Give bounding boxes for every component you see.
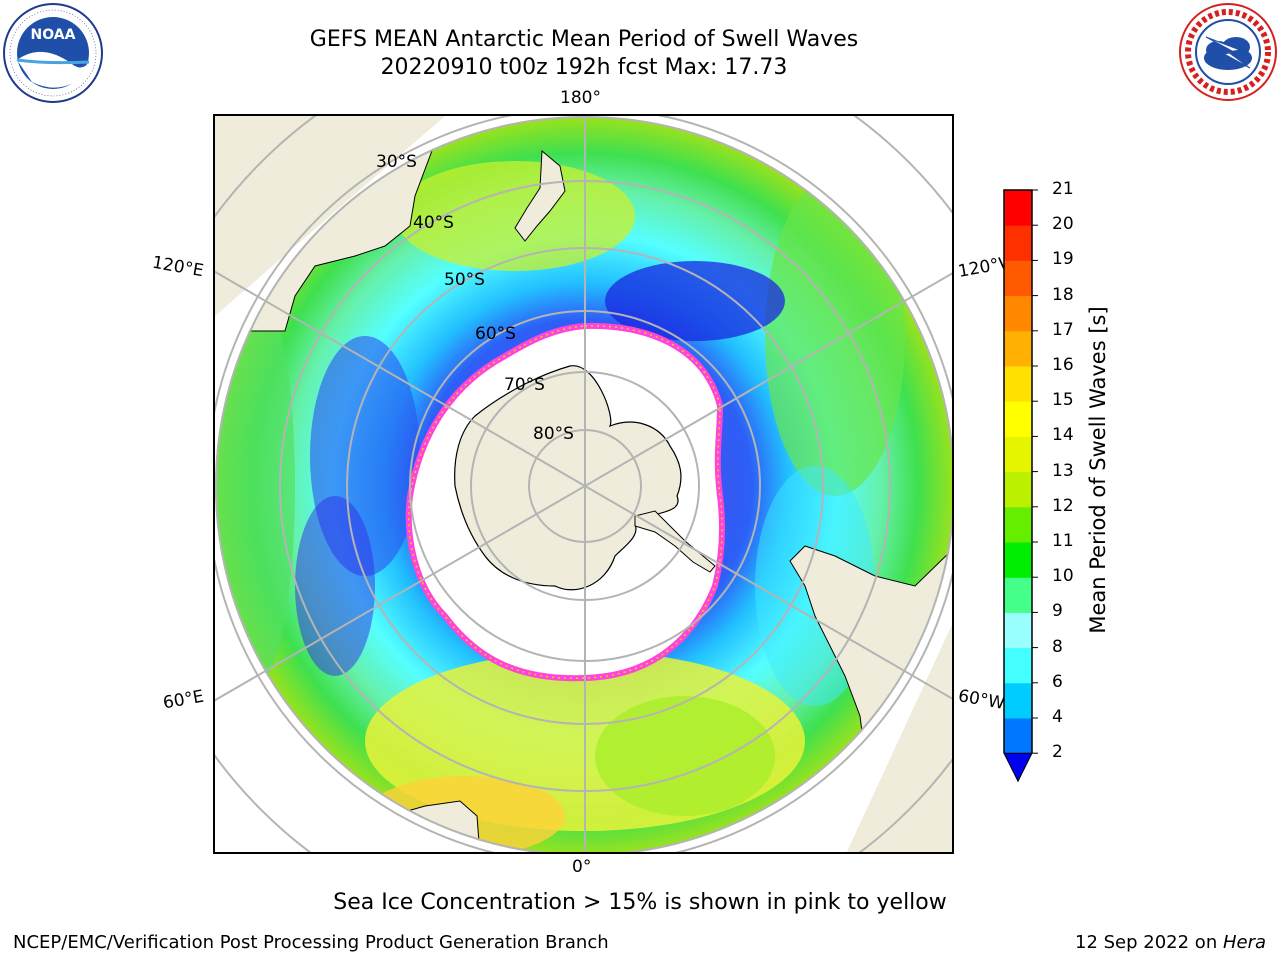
polar-map [213, 114, 954, 854]
colorbar-tick-label: 4 [1052, 707, 1063, 727]
date-text: 12 Sep 2022 on Hera [1075, 932, 1266, 953]
colorbar-segment [1004, 366, 1032, 402]
lat-label-40s: 40°S [413, 213, 454, 233]
lon-label-180: 180° [560, 88, 601, 108]
lat-label-60s: 60°S [475, 324, 516, 344]
colorbar-tick-label: 15 [1052, 390, 1074, 411]
swell-patch-tasman [395, 161, 635, 271]
colorbar-segment [1004, 506, 1032, 543]
colorbar-segment [1004, 401, 1032, 437]
short-period-pacific [605, 261, 785, 341]
colorbar-tick-label: 17 [1052, 319, 1074, 340]
colorbar-tick-label: 16 [1052, 355, 1074, 375]
antarctica-landmass [454, 365, 682, 591]
chart-subtitle: 20220910 t00z 192h fcst Max: 17.73 [380, 55, 788, 80]
nws-logo-icon [1179, 3, 1277, 101]
host-name: Hera [1222, 932, 1266, 953]
lat-label-50s: 50°S [444, 270, 485, 290]
new-zealand-landmass [514, 149, 566, 242]
colorbar-segment [1004, 260, 1032, 297]
colorbar [1003, 189, 1038, 783]
colorbar-label: Mean Period of Swell Waves [s] [1086, 306, 1110, 634]
colorbar-under-extension [1003, 752, 1033, 783]
colorbar-tick-label: 10 [1052, 566, 1074, 587]
colorbar-tick-label: 12 [1052, 495, 1074, 516]
colorbar-tick-label: 19 [1052, 249, 1074, 270]
colorbar-segment [1004, 647, 1032, 684]
colorbar-tick-label: 20 [1052, 214, 1074, 235]
lon-label-120e: 120°E [150, 252, 206, 282]
lat-label-80s: 80°S [533, 424, 574, 444]
colorbar-tick-label: 9 [1052, 601, 1063, 622]
credit-text: NCEP/EMC/Verification Post Processing Pr… [13, 932, 609, 953]
colorbar-tick-label: 8 [1052, 636, 1063, 657]
colorbar-segment [1004, 577, 1032, 613]
colorbar-segment [1004, 330, 1032, 367]
colorbar-segment [1004, 295, 1032, 332]
colorbar-segment [1004, 471, 1032, 508]
colorbar-segment [1004, 718, 1032, 754]
noaa-logo-text: NOAA [31, 27, 76, 43]
sea-ice-note: Sea Ice Concentration > 15% is shown in … [333, 890, 947, 915]
colorbar-tick-label: 2 [1052, 742, 1063, 763]
colorbar-tick-label: 6 [1052, 671, 1063, 692]
noaa-logo-icon: NOAA [3, 3, 103, 103]
colorbar-segment [1004, 612, 1032, 649]
colorbar-segment [1004, 190, 1032, 226]
colorbar-tick-label: 13 [1052, 460, 1074, 481]
date-value: 12 Sep 2022 on [1075, 932, 1223, 953]
colorbar-segment [1004, 682, 1032, 719]
colorbar-segment [1004, 225, 1032, 261]
lon-label-60e: 60°E [161, 686, 206, 714]
colorbar-tick-label: 18 [1052, 284, 1074, 305]
colorbar-segment [1004, 436, 1032, 473]
colorbar-segment [1004, 542, 1032, 578]
colorbar-tick-label: 21 [1052, 179, 1074, 199]
colorbar-tick-label: 11 [1052, 531, 1074, 551]
lon-label-0: 0° [572, 857, 592, 877]
chart-title: GEFS MEAN Antarctic Mean Period of Swell… [309, 27, 859, 52]
lat-label-70s: 70°S [504, 375, 545, 395]
graticule [215, 116, 952, 852]
colorbar-tick-label: 14 [1052, 425, 1074, 446]
lat-label-30s: 30°S [376, 152, 417, 172]
